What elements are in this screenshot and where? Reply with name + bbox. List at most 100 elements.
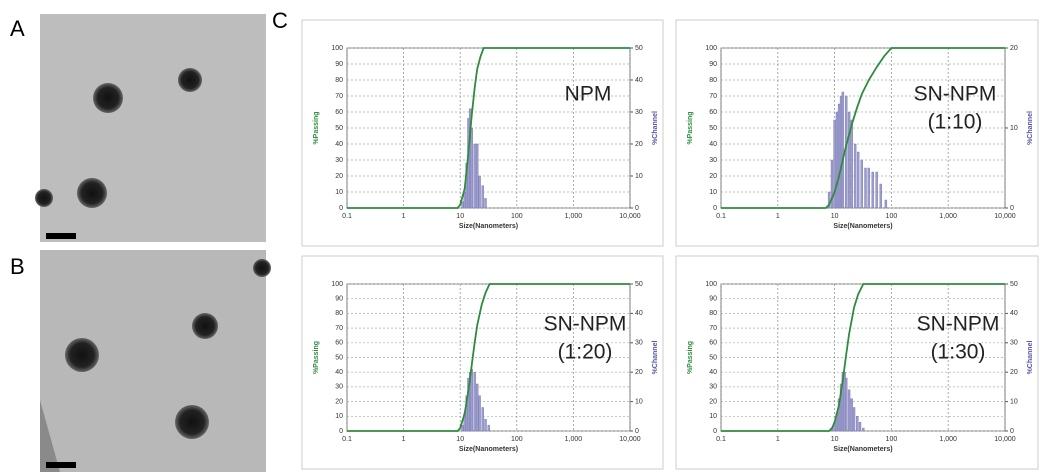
x-tick-label: 0.1 [716,436,726,443]
bar [461,201,464,209]
x-tick-label: 100 [511,213,523,220]
tem-image-a [35,14,266,242]
y-tick-label: 30 [335,157,343,164]
y2-tick-label: 30 [635,109,643,116]
bar [481,185,484,209]
line [347,47,630,209]
y2-tick-label: 0 [1010,205,1014,212]
y-tick-label: 20 [709,173,717,180]
bar [862,427,865,432]
y2-tick-label: 40 [635,310,643,317]
x-tick-label: 1,000 [565,436,583,443]
bar [837,103,841,209]
y-tick-label: 10 [335,413,343,420]
bar [481,407,484,432]
annotation: SN-NPM [917,313,1000,336]
y2-axis-label: %Channel [652,111,659,145]
line [347,283,630,432]
bar [864,167,867,209]
bar [884,199,888,209]
y2-tick-label: 0 [1010,428,1014,435]
x-tick-label: 100 [886,213,898,220]
y2-tick-label: 30 [1010,340,1018,347]
y-tick-label: 20 [335,398,343,405]
x-tick-label: 10,000 [619,213,641,220]
bar [841,91,845,209]
y2-tick-label: 30 [635,340,643,347]
y2-tick-label: 50 [635,45,643,52]
y-axis-label: %Passing [687,341,694,374]
bar [478,175,481,209]
x-tick-label: 0.1 [342,213,352,220]
tem-image-b [40,250,271,472]
y-tick-label: 70 [335,325,343,332]
bar [879,183,882,209]
bar [860,159,863,209]
y-tick-label: 30 [709,384,717,391]
bar [827,191,831,209]
x-tick-label: 10 [831,436,839,443]
bar [856,416,859,432]
bar [867,167,870,209]
x-tick-label: 0.1 [716,213,726,220]
y-tick-label: 10 [709,189,717,196]
y-tick-label: 60 [709,340,717,347]
y-tick-label: 100 [331,281,343,288]
y-axis-label: %Passing [687,111,694,144]
y-tick-label: 100 [705,281,717,288]
y-tick-label: 0 [339,205,343,212]
y-tick-label: 90 [335,296,343,303]
y2-tick-label: 50 [635,281,643,288]
x-tick-label: 10,000 [994,436,1016,443]
x-axis-label: Size(Nanometers) [833,446,892,453]
y-tick-label: 50 [709,125,717,132]
bar [833,119,836,209]
panel-label: B [10,254,25,279]
y-tick-label: 90 [709,296,717,303]
bar [476,143,479,209]
bar [856,151,860,209]
bar [852,407,856,432]
bar [850,398,853,432]
y-tick-label: 100 [331,45,343,52]
y2-tick-label: 40 [1010,310,1018,317]
bar [871,171,874,209]
y2-tick-label: 0 [635,428,639,435]
x-tick-label: 1,000 [939,436,957,443]
bar [835,111,839,209]
x-tick-label: 1 [402,213,406,220]
y-tick-label: 0 [713,428,717,435]
y-tick-label: 30 [335,384,343,391]
y2-axis-label: %Channel [652,341,659,375]
y-tick-label: 70 [709,325,717,332]
y-tick-label: 60 [335,109,343,116]
bar [484,419,487,432]
y-tick-label: 60 [709,109,717,116]
bar [847,111,851,209]
y2-tick-label: 20 [1010,45,1018,52]
bar [470,127,473,209]
y2-tick-label: 10 [635,173,643,180]
line [721,283,1005,432]
y2-tick-label: 40 [635,77,643,84]
y-tick-label: 40 [335,369,343,376]
y-tick-label: 40 [709,369,717,376]
panel-label: C [272,8,288,33]
y2-tick-label: 20 [635,141,643,148]
x-tick-label: 10 [456,436,464,443]
panel-label: A [10,16,25,41]
annotation: NPM [565,83,612,106]
x-tick-label: 1 [402,436,406,443]
y-tick-label: 10 [335,189,343,196]
bar [830,159,834,209]
y-tick-label: 30 [709,157,717,164]
annotation: (1:30) [931,341,986,364]
annotation: (1:10) [928,111,983,134]
y-tick-label: 0 [713,205,717,212]
y2-tick-label: 20 [635,369,643,376]
y2-tick-label: 10 [635,398,643,405]
y2-tick-label: 20 [1010,369,1018,376]
bar [850,119,853,209]
annotation: (1:20) [558,341,613,364]
